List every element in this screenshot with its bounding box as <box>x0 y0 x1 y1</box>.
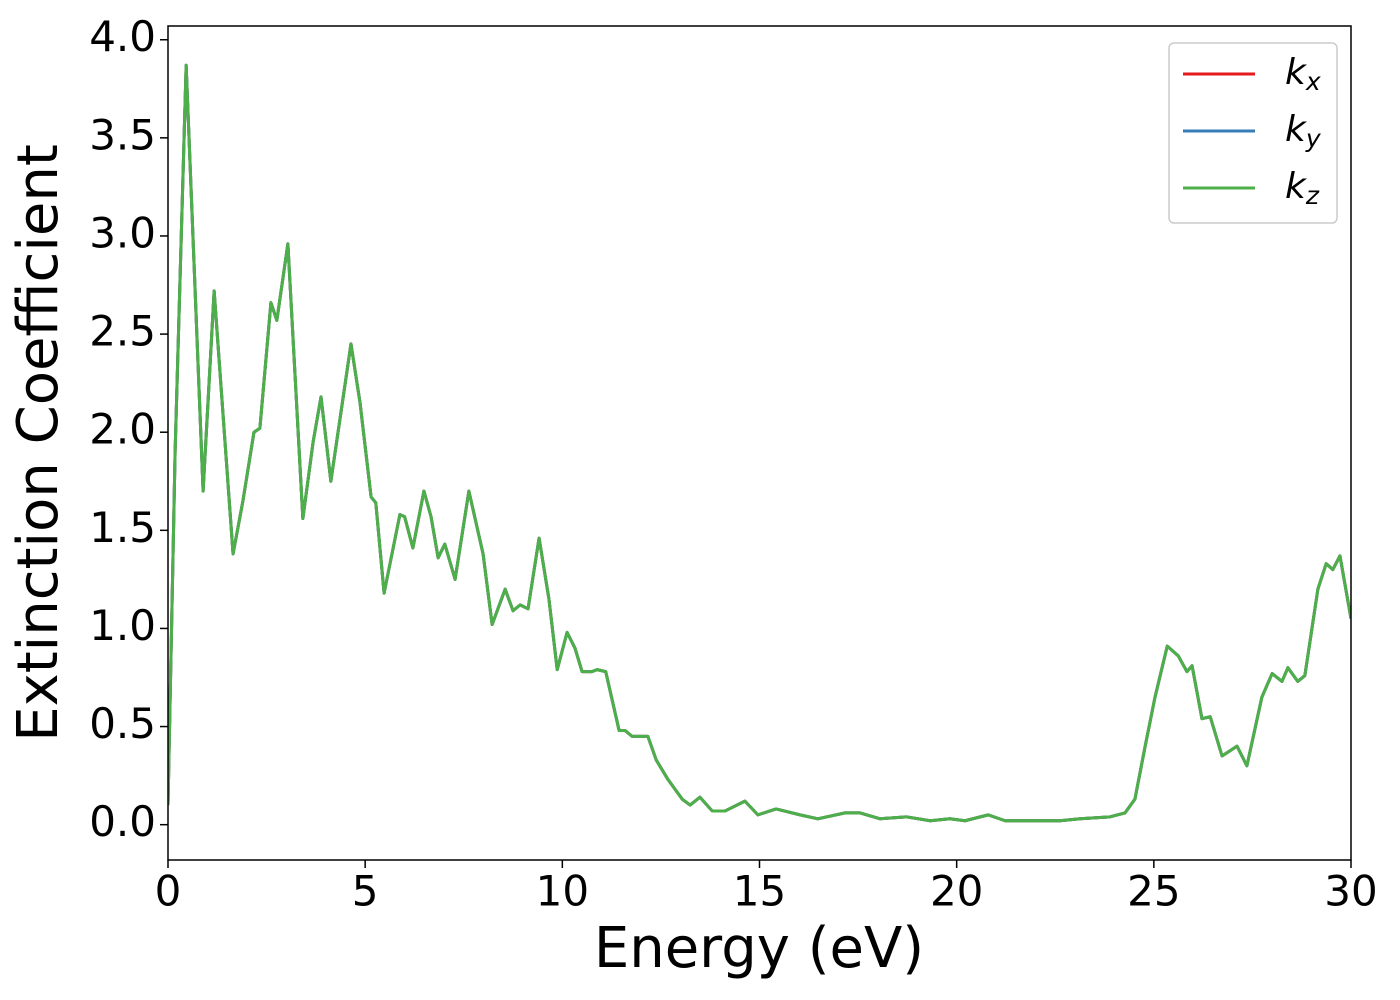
y-tick-label: 2.5 <box>89 307 156 356</box>
legend-label: ky <box>1285 109 1322 153</box>
y-tick-label: 2.0 <box>89 405 156 454</box>
x-tick-label: 10 <box>536 867 589 916</box>
y-tick-label: 0.5 <box>89 699 156 748</box>
legend-label: kx <box>1285 52 1321 96</box>
y-tick-label: 3.5 <box>89 110 156 159</box>
x-tick-label: 0 <box>155 867 182 916</box>
series-line <box>168 63 1351 823</box>
y-tick-label: 4.0 <box>89 12 156 61</box>
x-tick-label: 20 <box>930 867 983 916</box>
x-tick-label: 5 <box>352 867 379 916</box>
y-tick-label: 0.0 <box>89 797 156 846</box>
y-tick-label: 1.5 <box>89 503 156 552</box>
plot-frame <box>167 25 1352 861</box>
x-tick-label: 25 <box>1127 867 1180 916</box>
x-tick-label: 30 <box>1324 867 1377 916</box>
y-tick-label: 1.0 <box>89 601 156 650</box>
x-axis-label: Energy (eV) <box>594 916 924 981</box>
y-axis-label: Extinction Coefficient <box>6 144 71 742</box>
y-tick-label: 3.0 <box>89 208 156 257</box>
legend-label: kz <box>1285 166 1320 210</box>
legend-box <box>1168 42 1338 224</box>
x-tick-label: 15 <box>733 867 786 916</box>
